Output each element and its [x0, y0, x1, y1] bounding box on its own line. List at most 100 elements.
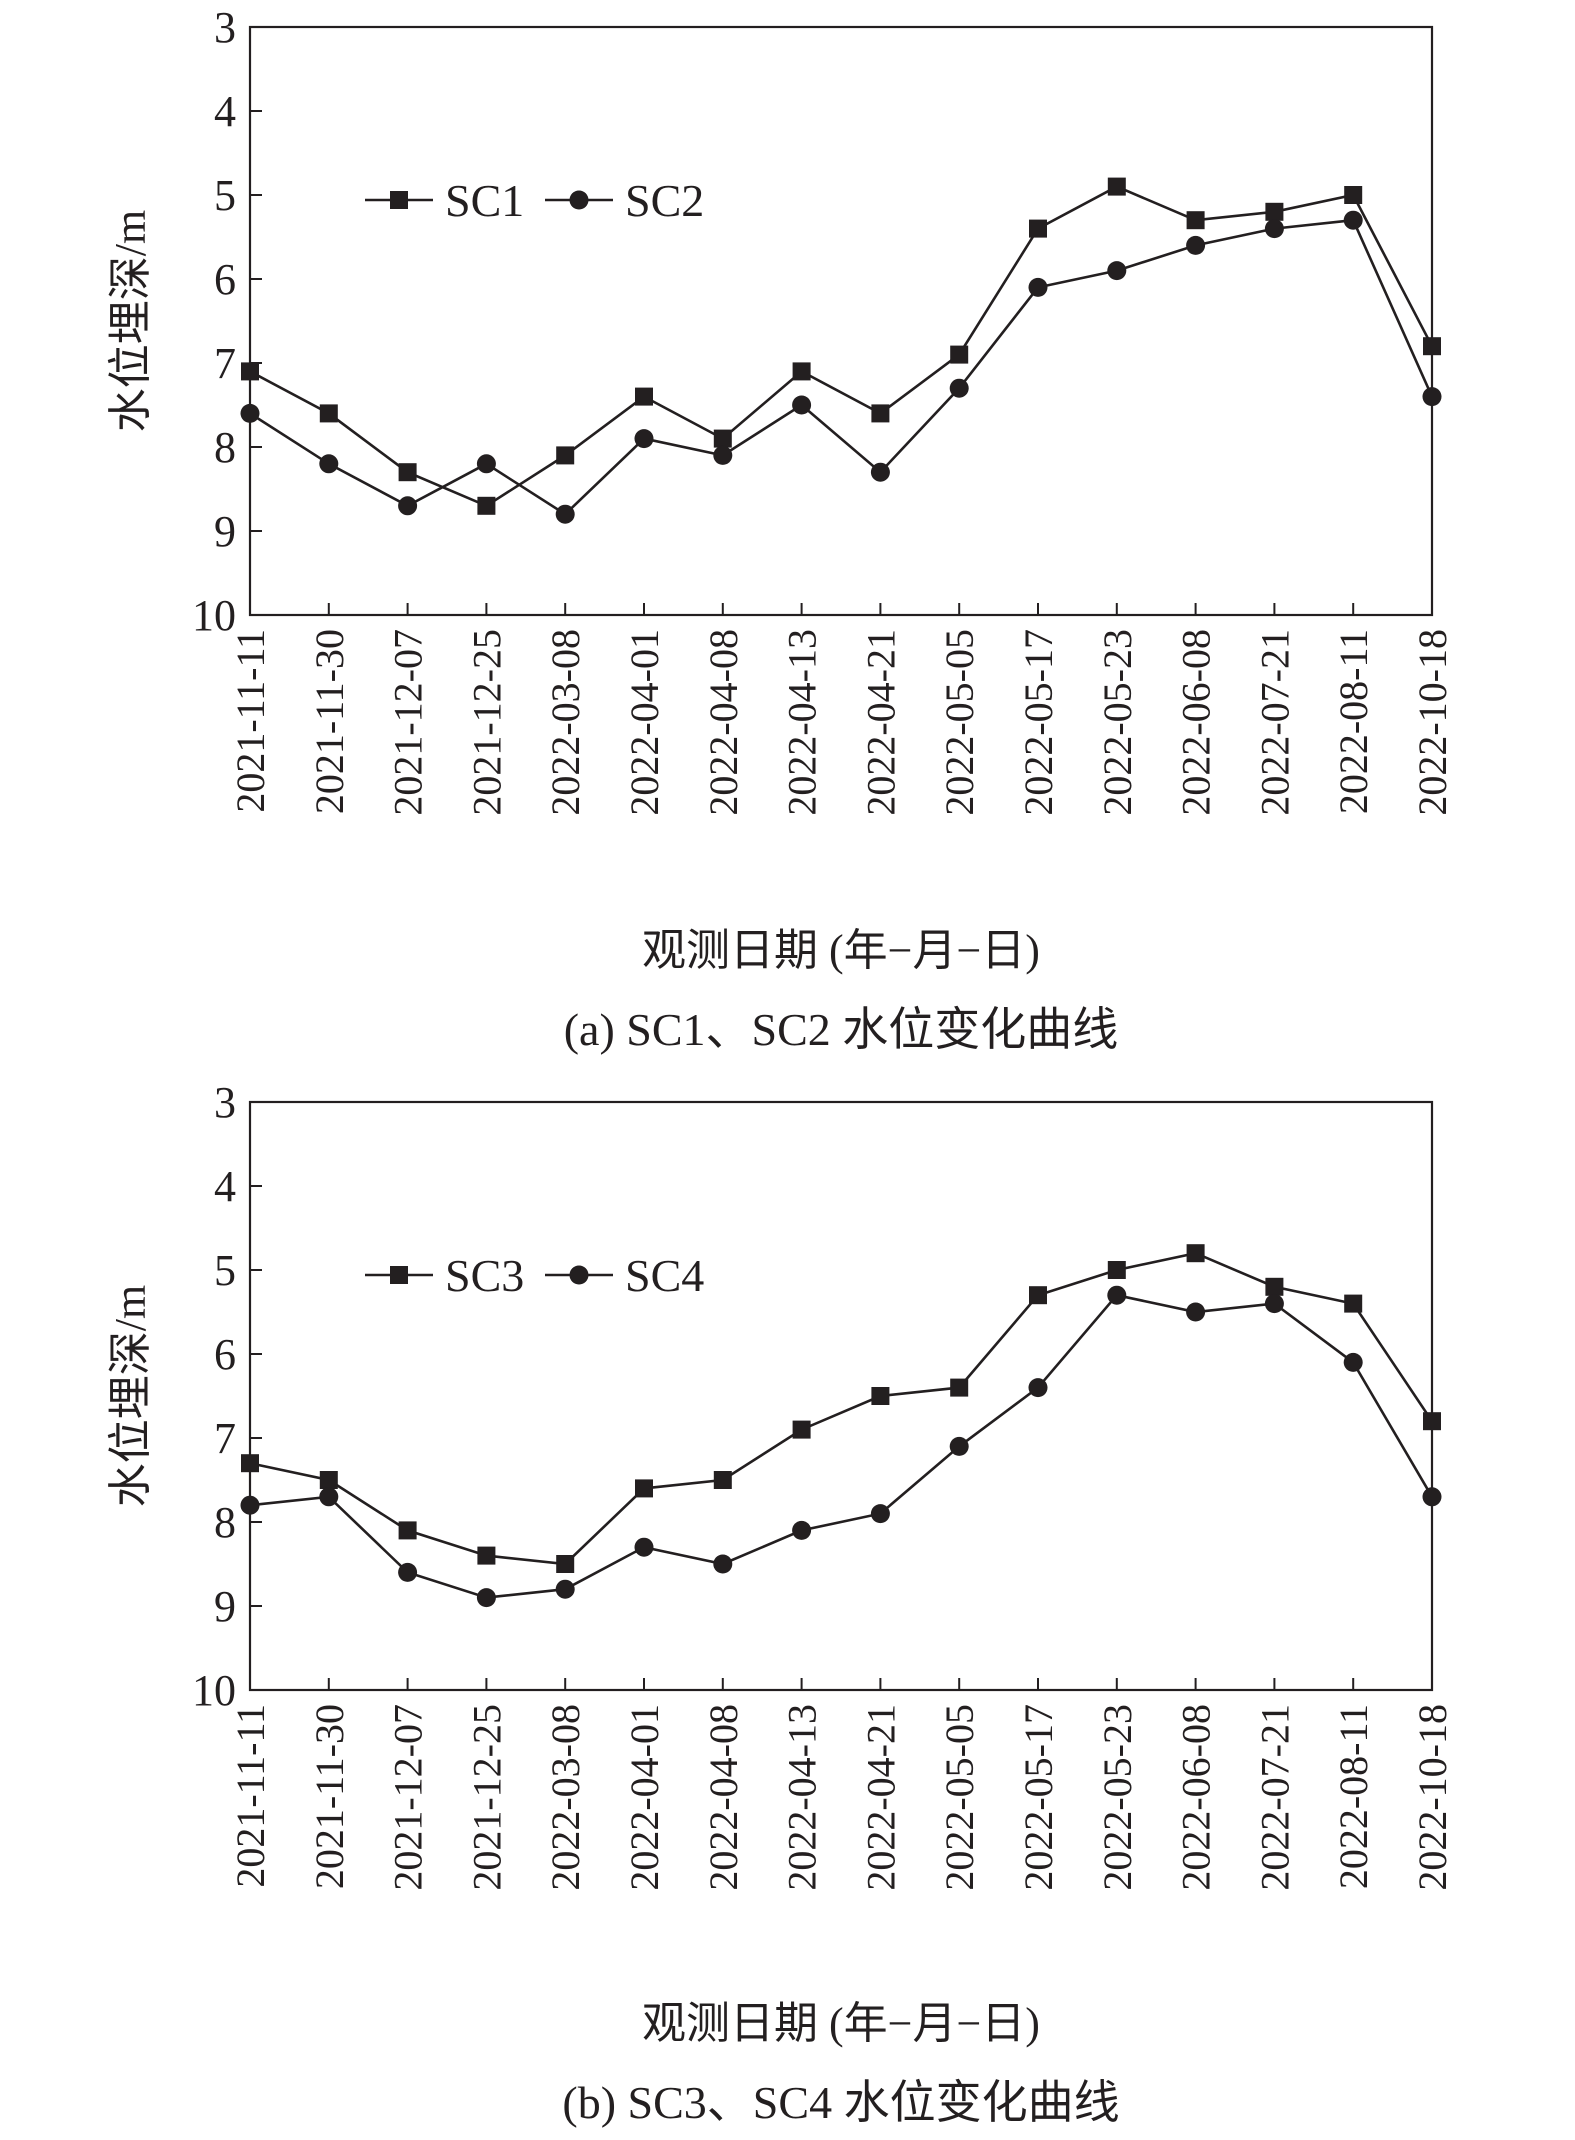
- data-point-sc2: [1343, 210, 1363, 230]
- data-point-sc3: [1107, 1261, 1126, 1279]
- data-point-sc4: [476, 1588, 496, 1608]
- data-point-sc1: [1186, 211, 1205, 230]
- data-point-sc3: [1186, 1244, 1205, 1263]
- data-point-sc1: [871, 404, 890, 423]
- x-tick-label: 2022-06-08: [1174, 1704, 1219, 1891]
- y-tick-label: 8: [214, 1498, 236, 1547]
- x-tick-label: 2022-04-13: [780, 1704, 825, 1891]
- x-axis-title: 观测日期 (年−月−日): [642, 926, 1040, 975]
- series-line-sc4: [249, 1293, 1434, 1599]
- x-tick-label: 2021-12-25: [464, 629, 509, 816]
- x-tick-label: 2022-10-18: [1410, 1704, 1455, 1891]
- data-point-sc4: [1264, 1294, 1284, 1314]
- y-tick-label: 3: [214, 1078, 236, 1127]
- y-tick-label: 6: [214, 255, 236, 304]
- data-point-sc1: [635, 387, 653, 406]
- data-point-sc2: [713, 445, 733, 465]
- data-point-sc2: [870, 462, 890, 482]
- y-tick-label: 3: [214, 3, 236, 52]
- x-axis-title: 观测日期 (年−月−日): [642, 1999, 1040, 2048]
- x-tick-label: 2022-08-11: [1331, 629, 1376, 814]
- data-point-sc2: [792, 395, 812, 415]
- data-point-sc4: [949, 1436, 969, 1456]
- x-tick-label: 2022-07-21: [1252, 629, 1297, 816]
- y-tick-label: 9: [214, 1582, 236, 1631]
- data-point-sc3: [950, 1378, 969, 1397]
- data-point-sc4: [792, 1520, 812, 1540]
- x-tick-label: 2022-04-21: [858, 1704, 903, 1891]
- data-point-sc3: [1423, 1412, 1441, 1431]
- data-point-sc3: [792, 1420, 811, 1439]
- x-tick-label: 2022-05-17: [1016, 1704, 1061, 1891]
- x-tick-label: 2021-11-11: [228, 1704, 273, 1888]
- y-tick-label: 4: [214, 1162, 236, 1211]
- x-tick-label: 2021-11-30: [307, 629, 352, 814]
- data-point-sc4: [1422, 1487, 1442, 1507]
- series-line-sc2: [249, 218, 1434, 516]
- y-tick-label: 6: [214, 1330, 236, 1379]
- y-tick-label: 8: [214, 423, 236, 472]
- data-point-sc1: [792, 362, 811, 381]
- data-point-sc1: [713, 429, 732, 448]
- data-point-sc2: [949, 378, 969, 398]
- x-tick-label: 2021-12-07: [386, 629, 431, 816]
- data-point-sc2: [634, 429, 654, 449]
- plot-frame: [248, 1100, 1434, 1692]
- y-tick-label: 7: [214, 1414, 236, 1463]
- x-tick-label: 2022-03-08: [543, 1704, 588, 1891]
- data-point-sc3: [556, 1555, 575, 1573]
- data-point-sc3: [713, 1471, 732, 1489]
- data-point-sc2: [319, 454, 339, 474]
- plot-frame: [248, 25, 1434, 617]
- data-point-sc4: [634, 1537, 654, 1557]
- data-point-sc1: [398, 463, 417, 482]
- data-point-sc3: [871, 1387, 890, 1405]
- y-tick-label: 4: [214, 87, 236, 136]
- legend-label-sc3: SC3: [445, 1250, 524, 1301]
- data-point-sc3: [241, 1454, 259, 1473]
- x-tick-label: 2022-05-05: [937, 629, 982, 816]
- data-point-sc2: [1028, 277, 1048, 297]
- data-point-sc4: [319, 1487, 339, 1507]
- y-tick-label: 5: [214, 171, 236, 220]
- data-point-sc4: [240, 1495, 260, 1515]
- y-tick-label: 10: [192, 591, 236, 640]
- data-point-sc1: [319, 404, 338, 423]
- legend-marker-circle: [569, 190, 589, 210]
- series-line-sc3: [249, 1251, 1434, 1566]
- y-axis-title: 水位埋深/m: [106, 1285, 155, 1507]
- data-point-sc4: [555, 1579, 575, 1599]
- x-tick-label: 2022-08-11: [1331, 1704, 1376, 1889]
- data-point-sc1: [1029, 219, 1047, 238]
- data-point-sc2: [1107, 261, 1127, 281]
- figure-caption: (a) SC1、SC2 水位变化曲线: [564, 1004, 1119, 1055]
- data-point-sc4: [713, 1554, 733, 1574]
- x-tick-label: 2022-04-08: [701, 1704, 746, 1891]
- y-tick-label: 5: [214, 1246, 236, 1295]
- x-tick-label: 2021-11-30: [307, 1704, 352, 1889]
- legend-label-sc4: SC4: [625, 1250, 704, 1301]
- x-tick-label: 2022-05-23: [1095, 1704, 1140, 1891]
- x-tick-label: 2022-05-23: [1095, 629, 1140, 816]
- data-point-sc2: [1422, 387, 1442, 407]
- legend-marker-square: [390, 1266, 408, 1284]
- data-point-sc1: [1344, 186, 1363, 204]
- x-tick-label: 2022-04-08: [701, 629, 746, 816]
- data-point-sc2: [240, 403, 260, 423]
- y-tick-label: 7: [214, 339, 236, 388]
- data-point-sc3: [319, 1471, 338, 1489]
- data-point-sc3: [1265, 1277, 1284, 1296]
- x-tick-label: 2022-05-17: [1016, 629, 1061, 816]
- y-axis-title: 水位埋深/m: [106, 210, 155, 432]
- x-tick-label: 2021-11-11: [228, 629, 273, 813]
- data-point-sc3: [477, 1546, 496, 1565]
- data-point-sc3: [1029, 1286, 1047, 1305]
- data-point-sc4: [1107, 1285, 1127, 1305]
- data-point-sc3: [398, 1521, 417, 1540]
- x-tick-label: 2022-04-13: [780, 629, 825, 816]
- data-point-sc1: [241, 362, 259, 381]
- x-tick-label: 2021-12-25: [464, 1704, 509, 1891]
- data-point-sc3: [1344, 1294, 1363, 1313]
